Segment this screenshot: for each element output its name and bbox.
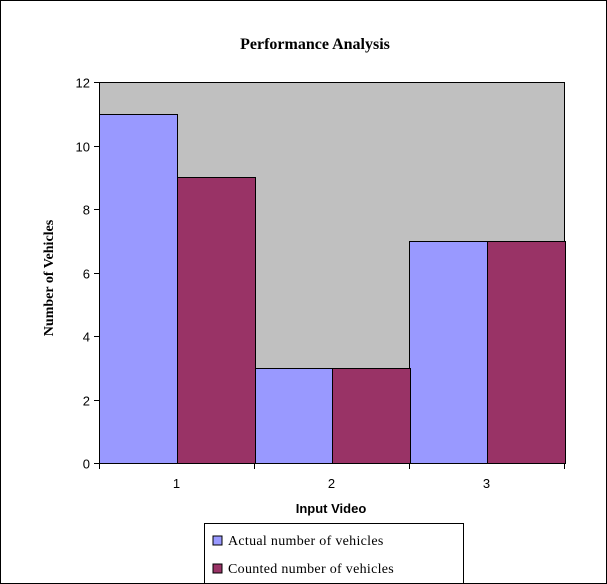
bar-counted-2	[332, 368, 411, 464]
chart-title: Performance Analysis	[240, 36, 390, 53]
x-tick-label: 2	[328, 476, 335, 491]
x-tick-label: 3	[483, 476, 490, 491]
bar-actual-3	[409, 241, 488, 464]
y-tick-label: 4	[83, 330, 90, 345]
y-tick-label: 6	[83, 267, 90, 282]
y-tick-label: 0	[83, 457, 90, 472]
y-axis-label: Number of Vehicles	[42, 219, 57, 336]
x-tick-label: 1	[173, 476, 180, 491]
bars-group	[99, 114, 566, 464]
bar-counted-3	[487, 241, 566, 464]
y-tick-label: 12	[76, 76, 90, 91]
legend: Actual number of vehicles Counted number…	[204, 523, 464, 584]
bar-actual-2	[254, 368, 333, 464]
bar-counted-1	[177, 177, 256, 464]
bar-actual-1	[99, 114, 178, 464]
legend-label-counted: Counted number of vehicles	[228, 562, 394, 577]
legend-box	[204, 523, 464, 584]
legend-label-actual: Actual number of vehicles	[228, 534, 384, 549]
y-axis: 0 2 4 6 8 10 12	[76, 76, 100, 472]
legend-swatch-counted	[212, 563, 223, 574]
legend-swatch-actual	[212, 535, 223, 546]
y-tick-label: 8	[83, 203, 90, 218]
x-axis: 1 2 3	[99, 463, 565, 491]
y-tick-label: 2	[83, 394, 90, 409]
y-tick-label: 10	[76, 140, 90, 155]
x-axis-label: Input Video	[296, 501, 367, 516]
